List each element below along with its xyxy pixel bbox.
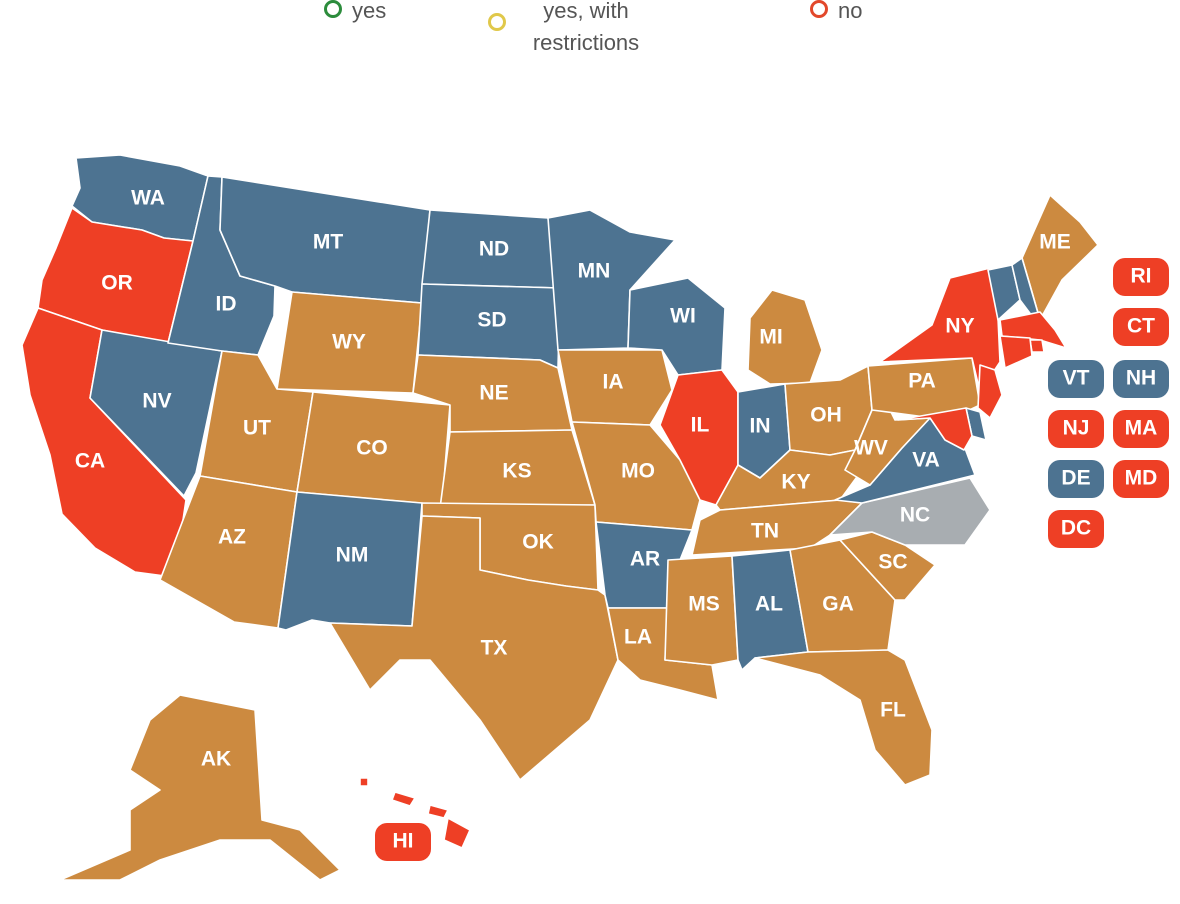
state-label-sd: SD — [477, 309, 506, 332]
legend-label-yes: yes — [352, 0, 387, 23]
state-label-ny: NY — [945, 315, 974, 338]
state-label-mt: MT — [313, 231, 343, 254]
state-label-az: AZ — [218, 526, 246, 549]
map-legend: yes yes, with restrictions no — [0, 0, 1180, 70]
state-mo[interactable] — [571, 421, 701, 531]
state-label-ms: MS — [688, 593, 720, 616]
state-pill-bg — [1048, 510, 1104, 548]
legend-item-restricted[interactable]: yes, with restrictions — [488, 0, 656, 59]
state-tx[interactable] — [329, 515, 619, 781]
state-label-ia: IA — [603, 371, 624, 394]
state-label-tx: TX — [481, 637, 508, 660]
state-pill-bg — [1113, 258, 1169, 296]
state-label-wi: WI — [670, 305, 696, 328]
state-pill-bg — [1113, 410, 1169, 448]
state-pill-dc[interactable]: DC — [1048, 510, 1104, 548]
state-md[interactable] — [897, 407, 973, 451]
state-pill-label-nj: NJ — [1063, 417, 1090, 440]
state-pill-bg — [1113, 460, 1169, 498]
state-label-la: LA — [624, 626, 652, 649]
restricted-dot-icon — [488, 13, 506, 31]
state-label-ky: KY — [781, 471, 810, 494]
yes-dot-icon — [324, 0, 342, 18]
state-pill-nh[interactable]: NH — [1113, 360, 1169, 398]
state-pill-label-de: DE — [1061, 467, 1090, 490]
state-ct[interactable] — [999, 335, 1033, 369]
state-pill-label-vt: VT — [1063, 367, 1090, 390]
state-label-pa: PA — [908, 370, 936, 393]
state-pill-label-md: MD — [1125, 467, 1158, 490]
state-label-tn: TN — [751, 520, 779, 543]
state-pill-bg — [1048, 460, 1104, 498]
state-pill-hi[interactable]: HI — [375, 823, 431, 861]
state-pill-label-hi: HI — [393, 830, 414, 853]
state-label-in: IN — [750, 415, 771, 438]
state-pill-label-ct: CT — [1127, 315, 1155, 338]
state-label-va: VA — [912, 449, 940, 472]
state-label-or: OR — [101, 272, 133, 295]
state-pill-nj[interactable]: NJ — [1048, 410, 1104, 448]
state-label-wv: WV — [854, 437, 888, 460]
state-pill-label-nh: NH — [1126, 367, 1156, 390]
state-label-sc: SC — [878, 551, 907, 574]
no-dot-icon — [810, 0, 828, 18]
state-pill-bg — [1113, 308, 1169, 346]
state-label-oh: OH — [810, 404, 842, 427]
legend-item-no[interactable]: no — [810, 0, 862, 27]
state-pill-label-ma: MA — [1125, 417, 1158, 440]
state-label-mo: MO — [621, 460, 655, 483]
state-ga[interactable] — [789, 539, 896, 653]
state-pill-bg — [1113, 360, 1169, 398]
state-label-nm: NM — [336, 544, 369, 567]
legend-label-restricted: yes, with restrictions — [532, 0, 640, 55]
state-pill-ct[interactable]: CT — [1113, 308, 1169, 346]
state-label-ut: UT — [243, 417, 271, 440]
state-pill-bg — [1048, 410, 1104, 448]
state-pill-label-ri: RI — [1131, 265, 1152, 288]
state-label-ak: AK — [201, 748, 231, 771]
state-nm[interactable] — [277, 491, 423, 631]
state-ak[interactable] — [59, 694, 341, 881]
state-mi[interactable] — [747, 289, 823, 385]
state-pill-ri[interactable]: RI — [1113, 258, 1169, 296]
state-label-ok: OK — [522, 531, 554, 554]
state-pill-de[interactable]: DE — [1048, 460, 1104, 498]
state-label-wa: WA — [131, 187, 165, 210]
state-label-fl: FL — [880, 699, 906, 722]
state-label-mn: MN — [578, 260, 611, 283]
legend-item-yes[interactable]: yes — [324, 0, 386, 27]
state-ms[interactable] — [664, 555, 739, 666]
state-label-ga: GA — [822, 593, 854, 616]
state-label-ca: CA — [75, 450, 105, 473]
state-ia[interactable] — [557, 349, 673, 426]
state-pill-bg — [375, 823, 431, 861]
state-label-nd: ND — [479, 238, 509, 261]
state-label-ar: AR — [630, 548, 660, 571]
state-fl[interactable] — [754, 649, 933, 786]
state-label-id: ID — [216, 293, 237, 316]
state-label-me: ME — [1039, 231, 1071, 254]
state-pill-ma[interactable]: MA — [1113, 410, 1169, 448]
state-pill-vt[interactable]: VT — [1048, 360, 1104, 398]
state-label-ne: NE — [479, 382, 508, 405]
state-pill-md[interactable]: MD — [1113, 460, 1169, 498]
state-label-il: IL — [691, 414, 710, 437]
state-label-ks: KS — [502, 460, 531, 483]
state-label-co: CO — [356, 437, 388, 460]
state-label-nv: NV — [142, 390, 171, 413]
state-label-mi: MI — [759, 326, 782, 349]
legend-label-no: no — [838, 0, 863, 23]
state-label-nc: NC — [900, 504, 930, 527]
state-label-wy: WY — [332, 331, 366, 354]
state-hi[interactable] — [359, 777, 471, 849]
state-nj[interactable] — [977, 364, 1003, 419]
state-label-al: AL — [755, 593, 783, 616]
state-pill-bg — [1048, 360, 1104, 398]
state-pill-label-dc: DC — [1061, 517, 1091, 540]
